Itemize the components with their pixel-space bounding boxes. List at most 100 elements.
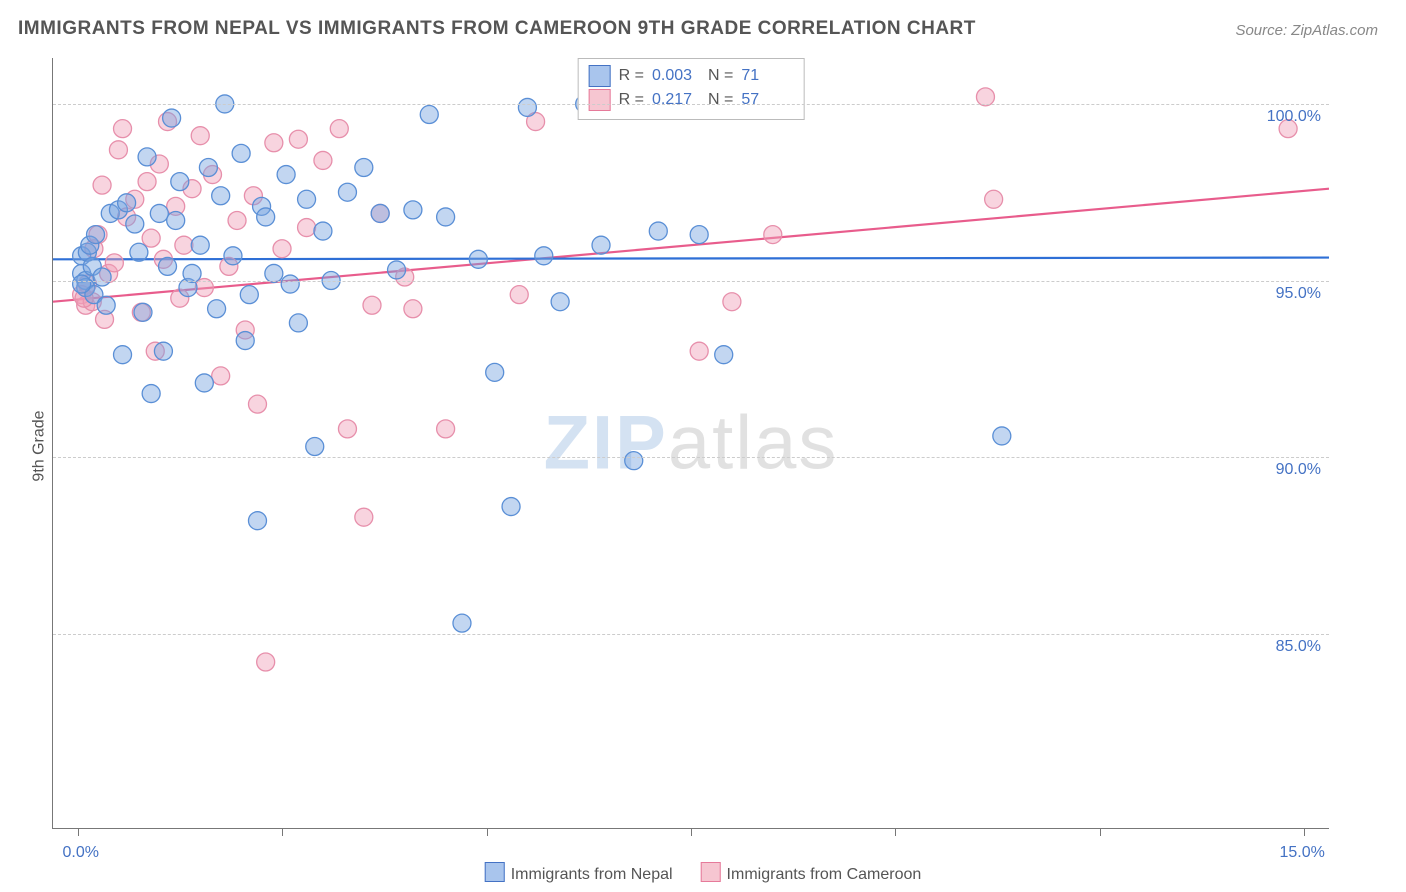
data-point	[142, 385, 160, 403]
data-point	[453, 614, 471, 632]
data-point	[265, 134, 283, 152]
y-tick-label: 95.0%	[1276, 285, 1321, 303]
gridline	[53, 281, 1329, 282]
data-point	[289, 130, 307, 148]
data-point	[277, 166, 295, 184]
data-point	[420, 106, 438, 124]
data-point	[105, 254, 123, 272]
legend-swatch-cameroon	[701, 862, 721, 882]
data-point	[199, 158, 217, 176]
data-point	[195, 374, 213, 392]
data-point	[93, 176, 111, 194]
data-point	[289, 314, 307, 332]
data-point	[212, 187, 230, 205]
data-point	[224, 247, 242, 265]
x-tick	[691, 828, 692, 836]
n-label: N =	[708, 91, 733, 109]
data-point	[371, 204, 389, 222]
data-point	[486, 363, 504, 381]
data-point	[191, 236, 209, 254]
data-point	[388, 261, 406, 279]
data-point	[248, 512, 266, 530]
data-point	[240, 286, 258, 304]
source-label: Source: ZipAtlas.com	[1235, 22, 1378, 39]
r-label: R =	[619, 67, 644, 85]
y-tick-label: 90.0%	[1276, 461, 1321, 479]
data-point	[649, 222, 667, 240]
data-point	[535, 247, 553, 265]
data-point	[114, 120, 132, 138]
data-point	[130, 243, 148, 261]
scatter-points	[53, 58, 1329, 828]
data-point	[93, 268, 111, 286]
data-point	[142, 229, 160, 247]
x-tick	[1100, 828, 1101, 836]
data-point	[150, 204, 168, 222]
x-max-label: 15.0%	[1279, 844, 1324, 862]
data-point	[159, 257, 177, 275]
data-point	[138, 148, 156, 166]
y-tick-label: 100.0%	[1267, 108, 1321, 126]
data-point	[404, 201, 422, 219]
data-point	[175, 236, 193, 254]
data-point	[469, 250, 487, 268]
data-point	[281, 275, 299, 293]
data-point	[338, 420, 356, 438]
data-point	[404, 300, 422, 318]
n-value: 71	[741, 67, 789, 85]
data-point	[298, 219, 316, 237]
data-point	[298, 190, 316, 208]
data-point	[228, 211, 246, 229]
data-point	[212, 367, 230, 385]
data-point	[330, 120, 348, 138]
data-point	[138, 173, 156, 191]
legend-item-cameroon: Immigrants from Cameroon	[701, 862, 922, 884]
data-point	[273, 240, 291, 258]
data-point	[715, 346, 733, 364]
data-point	[437, 420, 455, 438]
r-label: R =	[619, 91, 644, 109]
legend-label: Immigrants from Cameroon	[727, 866, 922, 883]
data-point	[355, 508, 373, 526]
data-point	[690, 226, 708, 244]
x-tick	[895, 828, 896, 836]
legend-series: Immigrants from Nepal Immigrants from Ca…	[485, 862, 922, 884]
data-point	[510, 286, 528, 304]
data-point	[126, 215, 144, 233]
data-point	[314, 151, 332, 169]
data-point	[625, 452, 643, 470]
gridline	[53, 457, 1329, 458]
data-point	[232, 144, 250, 162]
data-point	[118, 194, 136, 212]
legend-stats: R = 0.003 N = 71 R = 0.217 N = 57	[578, 58, 805, 120]
legend-label: Immigrants from Nepal	[511, 866, 673, 883]
data-point	[73, 275, 91, 293]
x-tick	[1304, 828, 1305, 836]
legend-stats-row-1: R = 0.217 N = 57	[589, 89, 790, 111]
y-tick-label: 85.0%	[1276, 638, 1321, 656]
data-point	[154, 342, 172, 360]
x-min-label: 0.0%	[63, 844, 99, 862]
data-point	[723, 293, 741, 311]
data-point	[248, 395, 266, 413]
data-point	[236, 332, 254, 350]
data-point	[355, 158, 373, 176]
legend-swatch-blue	[589, 65, 611, 87]
n-value: 57	[741, 91, 789, 109]
legend-swatch-pink	[589, 89, 611, 111]
data-point	[551, 293, 569, 311]
legend-stats-row-0: R = 0.003 N = 71	[589, 65, 790, 87]
data-point	[690, 342, 708, 360]
data-point	[257, 653, 275, 671]
data-point	[87, 226, 105, 244]
data-point	[114, 346, 132, 364]
gridline	[53, 634, 1329, 635]
data-point	[306, 438, 324, 456]
n-label: N =	[708, 67, 733, 85]
data-point	[363, 296, 381, 314]
x-tick	[282, 828, 283, 836]
data-point	[257, 208, 275, 226]
r-value: 0.217	[652, 91, 700, 109]
data-point	[764, 226, 782, 244]
data-point	[134, 303, 152, 321]
